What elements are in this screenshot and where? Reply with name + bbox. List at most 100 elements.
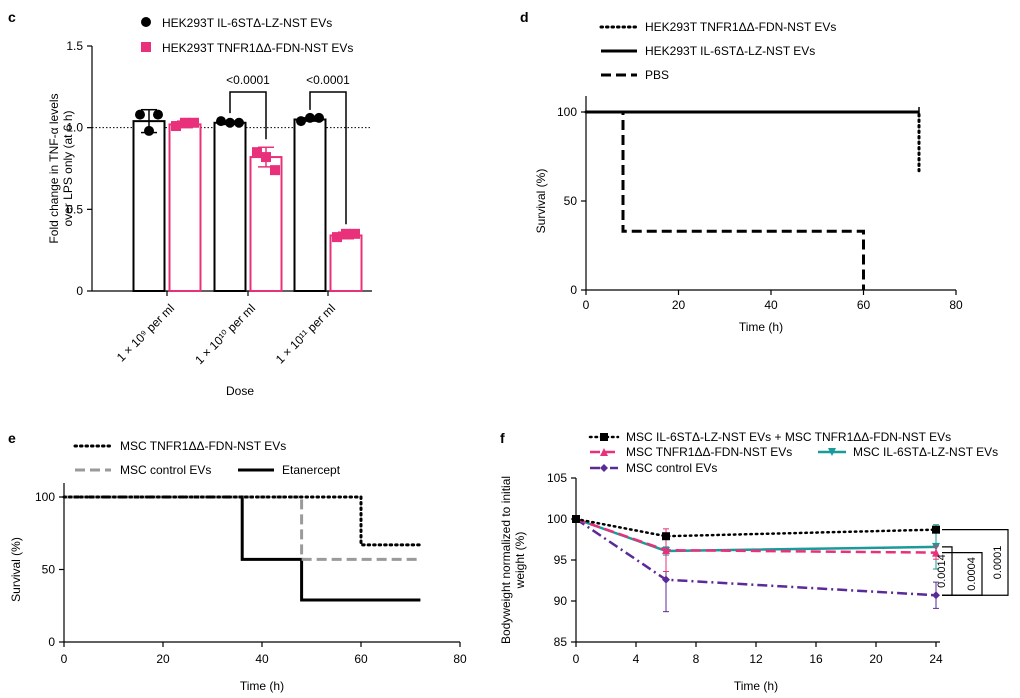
c-legend-label: HEK293T TNFR1ΔΔ-FDN-NST EVs	[162, 41, 353, 55]
c-bar	[293, 118, 327, 292]
f-p-value: 0.0014	[936, 554, 948, 588]
d-legend-label: HEK293T IL-6STΔ-LZ-NST EVs	[645, 44, 815, 58]
e-x-tick-label: 80	[453, 652, 467, 666]
f-y-label: Bodyweight normalized to initial	[499, 476, 513, 644]
c-bar	[249, 156, 283, 292]
f-data-marker	[662, 532, 670, 541]
c-data-point	[341, 228, 351, 239]
d-survival-line	[586, 110, 865, 290]
f-data-marker	[932, 548, 940, 557]
c-data-point	[350, 228, 360, 239]
c-y-tick-label: 1.5	[66, 39, 83, 53]
f-y-tick-label: 100	[547, 512, 567, 526]
c-bar	[213, 121, 247, 293]
c-y-label: Fold change in TNF-α levels	[47, 93, 61, 243]
f-y-label: weight (%)	[513, 532, 527, 590]
c-y-label: over LPS only (at 6 h)	[61, 110, 75, 226]
c-data-point	[332, 232, 342, 243]
d-x-label: Time (h)	[739, 320, 783, 334]
c-legend-marker	[141, 17, 151, 27]
c-x-tick-label: 1 × 10¹⁰ per ml	[192, 301, 258, 367]
f-x-tick-label: 4	[633, 652, 640, 666]
f-legend-label: MSC IL-6STΔ-LZ-NST EVs	[853, 445, 998, 459]
c-legend-label: HEK293T IL-6STΔ-LZ-NST EVs	[162, 16, 332, 30]
f-p-value: 0.0004	[966, 557, 978, 591]
c-data-point	[252, 147, 262, 158]
c-bar	[132, 120, 166, 292]
e-survival-line	[64, 495, 421, 602]
f-data-marker	[662, 575, 670, 584]
c-data-point	[261, 152, 271, 163]
d-x-tick-label: 0	[583, 298, 590, 312]
c-x-label: Dose	[226, 384, 254, 398]
c-data-point	[144, 125, 154, 136]
c-data-point	[305, 112, 315, 123]
c-data-point	[153, 109, 163, 120]
c-bar	[329, 234, 363, 292]
c-legend-marker	[141, 42, 151, 52]
c-data-point	[216, 116, 226, 127]
e-y-tick-label: 100	[35, 490, 55, 504]
f-y-tick-label: 105	[547, 471, 567, 485]
d-y-tick-label: 0	[570, 283, 577, 297]
panel-letter-e: e	[8, 430, 16, 446]
d-x-tick-label: 20	[672, 298, 686, 312]
c-data-point	[171, 121, 181, 132]
d-survival-line	[584, 110, 921, 173]
f-y-label-group: Bodyweight normalized to initial weight (…	[499, 476, 527, 644]
f-x-tick-label: 8	[693, 652, 700, 666]
c-significance-bracket	[309, 91, 347, 225]
e-legend-label: MSC control EVs	[120, 463, 211, 477]
f-x-tick-label: 20	[869, 652, 883, 666]
panel-letter-c: c	[8, 9, 16, 25]
c-data-point	[314, 112, 324, 123]
d-y-label: Survival (%)	[534, 169, 548, 234]
f-legend-label: MSC IL-6STΔ-LZ-NST EVs + MSC TNFR1ΔΔ-FDN…	[626, 430, 951, 444]
e-legend-label: MSC TNFR1ΔΔ-FDN-NST EVs	[120, 439, 286, 453]
d-y-tick-label: 50	[564, 194, 578, 208]
e-x-tick-label: 0	[61, 652, 68, 666]
f-legend-label: MSC TNFR1ΔΔ-FDN-NST EVs	[626, 445, 792, 459]
panel-letter-f: f	[500, 430, 505, 446]
e-x-label: Time (h)	[240, 679, 284, 693]
c-p-value: <0.0001	[306, 73, 350, 87]
e-legend-label: Etanercept	[282, 463, 341, 477]
c-data-point	[296, 116, 306, 127]
f-x-tick-label: 0	[573, 652, 580, 666]
c-data-point	[225, 117, 235, 128]
f-legend-label: MSC control EVs	[626, 461, 717, 475]
f-y-tick-label: 85	[554, 635, 568, 649]
f-x-label: Time (h)	[734, 679, 778, 693]
f-significance-bracket	[942, 529, 1009, 596]
f-p-value: 0.0001	[992, 546, 1004, 580]
c-significance-bracket	[229, 91, 267, 140]
c-bar	[168, 123, 202, 293]
c-data-point	[180, 117, 190, 128]
e-y-tick-label: 50	[42, 563, 56, 577]
e-survival-line	[62, 495, 422, 547]
f-x-tick-label: 16	[809, 652, 823, 666]
f-data-marker	[662, 546, 670, 555]
f-data-marker	[572, 515, 580, 523]
e-y-tick-label: 0	[48, 635, 55, 649]
c-p-value: <0.0001	[226, 73, 270, 87]
e-x-tick-label: 20	[156, 652, 170, 666]
c-x-tick-label: 1 × 10⁹ per ml	[114, 301, 177, 364]
d-x-tick-label: 80	[949, 298, 963, 312]
f-legend-marker	[600, 433, 608, 441]
d-legend-label: HEK293T TNFR1ΔΔ-FDN-NST EVs	[645, 20, 836, 34]
e-x-tick-label: 40	[255, 652, 269, 666]
panel-letter-d: d	[520, 9, 529, 25]
f-legend-marker	[600, 448, 608, 456]
f-legend-marker	[828, 448, 836, 456]
f-series-line	[574, 517, 938, 538]
c-x-tick-label: 1 × 10¹¹ per ml	[273, 301, 338, 366]
e-y-label: Survival (%)	[9, 537, 23, 602]
c-y-tick-label: 0	[76, 284, 83, 298]
c-y-tick-label: 1.0	[66, 121, 83, 135]
f-y-tick-label: 95	[554, 553, 568, 567]
c-data-point	[234, 117, 244, 128]
d-x-tick-label: 60	[857, 298, 871, 312]
e-x-tick-label: 60	[354, 652, 368, 666]
